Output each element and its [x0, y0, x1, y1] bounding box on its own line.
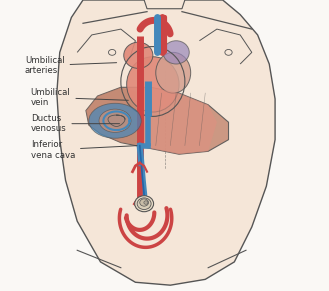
Polygon shape: [86, 87, 141, 146]
Polygon shape: [140, 87, 217, 154]
Text: Inferior
vena cava: Inferior vena cava: [31, 140, 137, 159]
Ellipse shape: [127, 57, 179, 112]
Polygon shape: [86, 87, 229, 154]
Text: Umbilical
vein: Umbilical vein: [31, 88, 128, 107]
Ellipse shape: [124, 42, 153, 68]
Text: Ductus
venosus: Ductus venosus: [31, 114, 119, 133]
Ellipse shape: [140, 199, 148, 206]
Ellipse shape: [225, 49, 232, 55]
Ellipse shape: [156, 52, 191, 93]
Polygon shape: [57, 0, 275, 285]
Ellipse shape: [137, 198, 151, 210]
Ellipse shape: [144, 201, 148, 204]
Polygon shape: [141, 0, 188, 9]
Ellipse shape: [89, 103, 141, 138]
Text: Umbilical
arteries: Umbilical arteries: [25, 56, 116, 75]
Ellipse shape: [135, 196, 154, 212]
Ellipse shape: [109, 49, 116, 55]
Ellipse shape: [163, 41, 189, 64]
Ellipse shape: [99, 109, 131, 132]
